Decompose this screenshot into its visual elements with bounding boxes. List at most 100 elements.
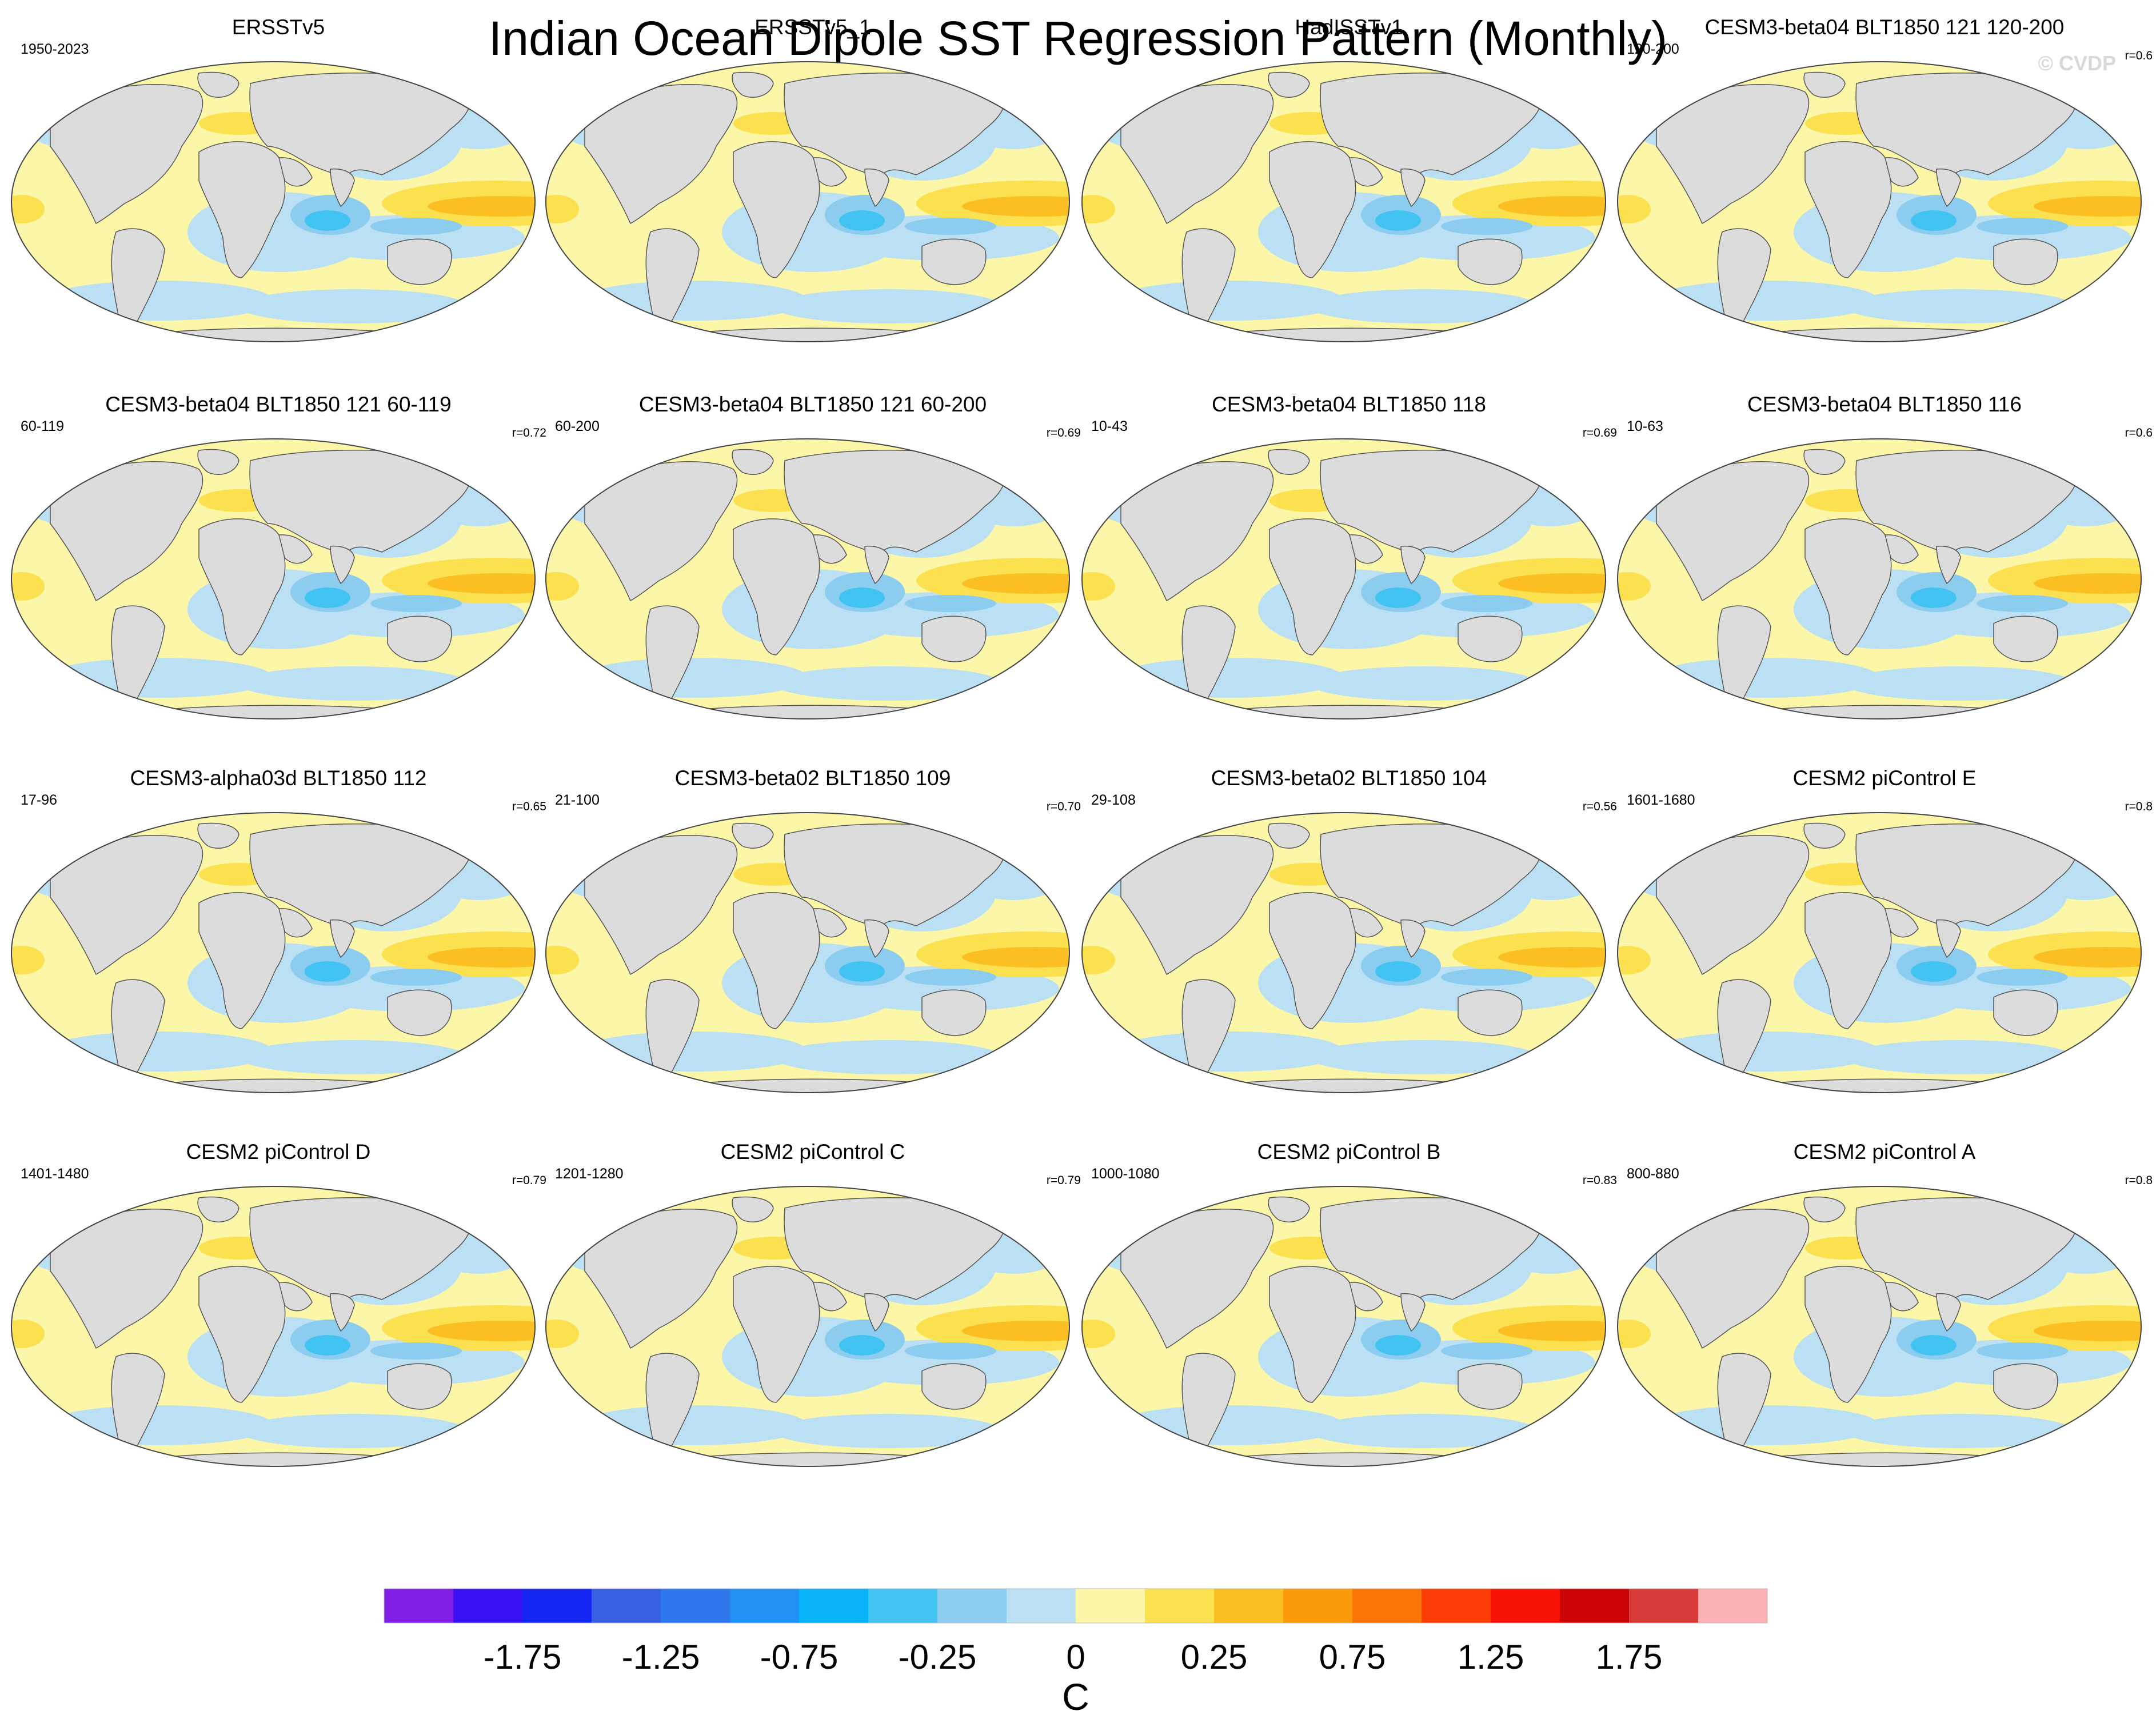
greenland-land — [1803, 71, 1846, 98]
panel-period: 800-880 — [1627, 1166, 1679, 1182]
anomaly-region — [1441, 218, 1532, 235]
anomaly-region — [546, 1320, 579, 1348]
anomaly-region — [11, 572, 45, 601]
anomaly-region — [962, 573, 1069, 594]
colorbar-swatch — [799, 1589, 869, 1623]
anomaly-region — [1082, 195, 1115, 223]
panel-r-value: r=0.8 — [2125, 1174, 2153, 1187]
anomaly-region — [1309, 289, 1538, 323]
anomaly-region — [2034, 1321, 2141, 1341]
anomaly-region — [1845, 1414, 2074, 1448]
panel-r-value: r=0.79 — [1046, 1174, 1081, 1187]
anomaly-region — [239, 289, 468, 323]
anomaly-region — [1911, 587, 1957, 608]
colorbar-swatch — [592, 1589, 661, 1623]
panel-title: CESM3-beta04 BLT1850 118 — [1212, 393, 1486, 416]
anomaly-region — [239, 1414, 468, 1448]
greenland-land — [1803, 822, 1846, 849]
anomaly-region — [839, 961, 885, 982]
colorbar-swatch — [1560, 1589, 1630, 1623]
anomaly-region — [773, 666, 1002, 701]
anomaly-region — [428, 196, 535, 217]
map — [1081, 61, 1606, 342]
australia-land — [921, 238, 987, 285]
map-outline — [1081, 61, 1606, 342]
anomaly-region — [370, 595, 462, 612]
anomaly-region — [370, 969, 462, 986]
sst-field — [1618, 62, 2141, 342]
colorbar-swatch — [937, 1589, 1007, 1623]
map-panel: CESM3-beta02 BLT1850 109 21-100 r=0.70 — [545, 766, 1081, 1120]
panel-r-value: r=0.65 — [512, 800, 546, 813]
anomaly-region — [1082, 572, 1115, 601]
panel-title: CESM3-beta04 BLT1850 121 60-119 — [105, 393, 452, 416]
anomaly-region — [1375, 587, 1421, 608]
map-outline — [11, 812, 536, 1093]
arabia-land — [1349, 534, 1383, 564]
greenland-land — [732, 1196, 774, 1222]
anomaly-region — [773, 1040, 1002, 1074]
anomaly-region — [1911, 1335, 1957, 1356]
map-outline — [545, 61, 1070, 342]
anomaly-region — [428, 947, 535, 968]
africa-land — [733, 892, 820, 1029]
arabia-land — [278, 157, 313, 187]
anomaly-region — [1977, 969, 2068, 986]
map-outline — [1617, 1186, 2142, 1467]
anomaly-region — [962, 1321, 1069, 1341]
arabia-land — [813, 534, 847, 564]
colorbar-tick-label: 0 — [1066, 1638, 1085, 1676]
colorbar-swatch — [730, 1589, 800, 1623]
anomaly-region — [1618, 946, 1651, 974]
panel-r-value: r=0.56 — [1582, 800, 1617, 813]
map-panel: CESM2 piControl B 1000-1080 r=0.83 — [1081, 1140, 1617, 1494]
anomaly-region — [839, 1335, 885, 1356]
map-outline — [11, 1186, 536, 1467]
anomaly-region — [773, 1414, 1002, 1448]
anomaly-region — [1977, 1342, 2068, 1360]
india-land — [330, 168, 355, 207]
australia-land — [387, 238, 452, 285]
map — [11, 1186, 536, 1467]
greenland-land — [197, 1196, 239, 1222]
anomaly-region — [1845, 289, 2074, 323]
greenland-land — [1268, 449, 1310, 475]
anomaly-region — [1498, 947, 1606, 968]
africa-land — [1269, 1266, 1356, 1403]
india-land — [1936, 168, 1961, 207]
anomaly-region — [1441, 595, 1532, 612]
anomaly-region — [11, 946, 45, 974]
australia-land — [1458, 989, 1523, 1036]
panel-period: 29-108 — [1091, 792, 1136, 808]
arabia-land — [278, 908, 313, 938]
north-america-land — [1120, 834, 1274, 976]
north-america-land — [1656, 1208, 1810, 1349]
anomaly-region — [1309, 1040, 1538, 1074]
africa-land — [1269, 141, 1356, 278]
anomaly-region — [11, 1320, 45, 1348]
australia-land — [1993, 989, 2058, 1036]
greenland-land — [1268, 822, 1310, 849]
map-outline — [11, 438, 536, 719]
arabia-land — [813, 157, 847, 187]
panel-period: 21-100 — [555, 792, 600, 808]
anomaly-region — [305, 1335, 350, 1356]
panel-period: 1401-1480 — [21, 1166, 89, 1182]
anomaly-region — [1441, 969, 1532, 986]
north-america-land — [1120, 461, 1274, 602]
colorbar-tick-label: 0.25 — [1181, 1638, 1248, 1676]
india-land — [864, 545, 889, 585]
map-outline — [1617, 61, 2142, 342]
map — [1617, 812, 2142, 1093]
colorbar-unit: C — [1062, 1676, 1089, 1711]
australia-land — [1993, 238, 2058, 285]
sst-field — [1082, 62, 1606, 342]
india-land — [330, 545, 355, 585]
anomaly-region — [1309, 1414, 1538, 1448]
anomaly-region — [1911, 210, 1957, 231]
anomaly-region — [546, 195, 579, 223]
colorbar-swatch — [1422, 1589, 1491, 1623]
anomaly-region — [905, 969, 996, 986]
map-outline — [1617, 812, 2142, 1093]
